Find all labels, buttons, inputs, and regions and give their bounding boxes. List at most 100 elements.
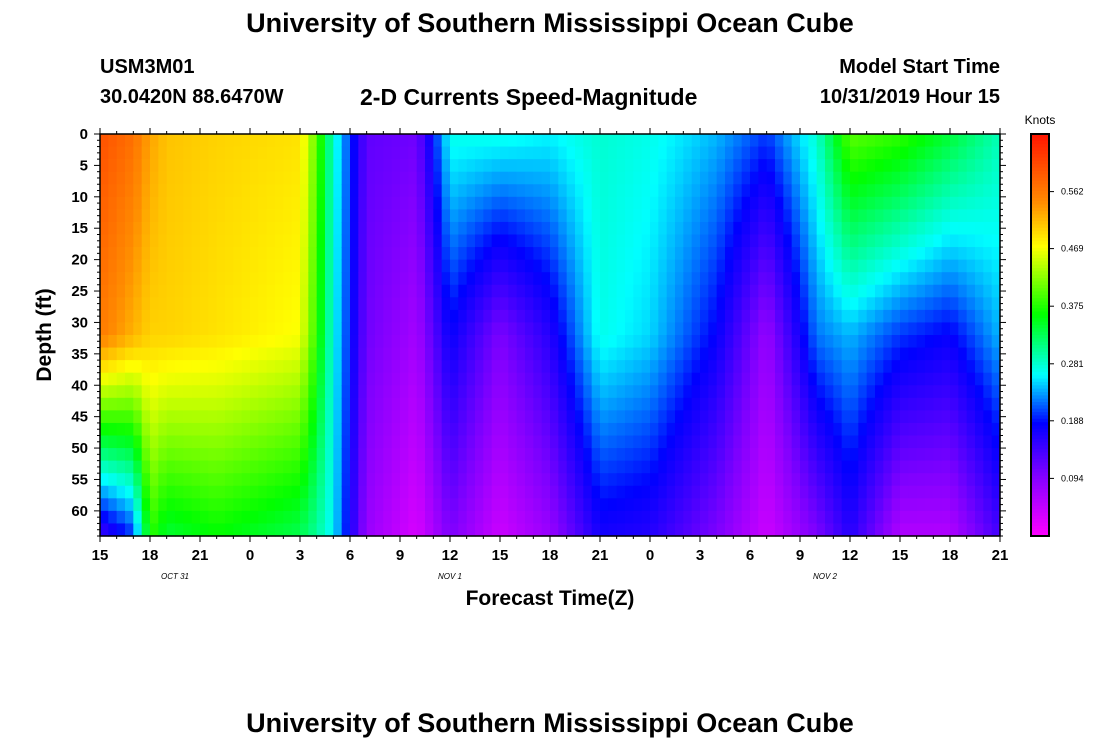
heatmap-cell [366,159,376,173]
heatmap-cell [583,347,593,361]
heatmap-cell [558,146,568,160]
heatmap-cell [158,221,168,236]
heatmap-cell [741,196,751,210]
heatmap-cell [991,435,1001,449]
heatmap-cell [441,372,451,386]
heatmap-cell [983,171,993,185]
heatmap-cell [583,435,593,449]
heatmap-cell [200,184,209,198]
heatmap-cell [258,272,268,286]
heatmap-cell [100,322,109,336]
heatmap-cell [466,510,476,525]
heatmap-cell [333,360,343,374]
heatmap-cell [125,209,134,223]
heatmap-cell [875,184,884,198]
heatmap-cell [808,410,818,424]
heatmap-cell [133,422,143,437]
heatmap-cell [191,209,201,223]
heatmap-cell [600,196,609,210]
heatmap-cell [900,196,909,210]
heatmap-cell [991,221,1001,236]
heatmap-cell [558,159,568,173]
heatmap-cell [416,284,426,298]
heatmap-cell [708,259,718,273]
heatmap-cell [208,272,218,286]
heatmap-cell [658,523,668,537]
heatmap-cell [866,247,876,261]
heatmap-cell [333,134,343,148]
heatmap-cell [600,435,609,449]
heatmap-cell [866,159,876,173]
heatmap-cell [658,146,668,160]
heatmap-cell [916,146,926,160]
heatmap-cell [250,473,259,487]
colorbar-band [1031,217,1049,222]
heatmap-cell [175,498,184,512]
heatmap-cell [966,460,976,474]
heatmap-cell [791,234,801,248]
heatmap-cell [183,297,193,311]
heatmap-cell [316,510,326,525]
heatmap-cell [450,523,459,537]
heatmap-cell [450,209,459,223]
heatmap-cell [766,435,776,449]
heatmap-cell [500,473,509,487]
heatmap-cell [808,221,818,236]
heatmap-cell [491,385,501,399]
heatmap-cell [341,397,351,411]
heatmap-cell [941,309,951,324]
heatmap-cell [658,397,668,411]
heatmap-cell [975,523,984,537]
heatmap-cell [441,159,451,173]
heatmap-cell [333,196,343,210]
heatmap-cell [325,272,334,286]
heatmap-cell [400,510,409,525]
colorbar-band [1031,328,1049,333]
heatmap-cell [333,272,343,286]
heatmap-cell [691,159,701,173]
heatmap-cell [100,234,109,248]
heatmap-cell [216,322,226,336]
heatmap-cell [483,460,493,474]
heatmap-cell [216,460,226,474]
heatmap-cell [575,435,584,449]
heatmap-cell [591,397,601,411]
heatmap-cell [858,234,868,248]
heatmap-cell [950,221,959,236]
heatmap-cell [466,171,476,185]
heatmap-cell [841,322,851,336]
heatmap-cell [541,473,551,487]
heatmap-cell [833,473,843,487]
heatmap-cell [183,460,193,474]
heatmap-cell [175,146,184,160]
heatmap-cell [416,247,426,261]
heatmap-cell [191,309,201,324]
heatmap-cell [433,448,443,462]
heatmap-cell [583,448,593,462]
heatmap-cell [425,347,434,361]
heatmap-cell [241,410,251,424]
heatmap-cell [200,209,209,223]
colorbar-band [1031,150,1049,155]
heatmap-cell [816,422,826,437]
heatmap-cell [441,422,451,437]
colorbar-band [1031,167,1049,172]
heatmap-cell [891,422,901,437]
heatmap-cell [633,422,643,437]
heatmap-cell [475,448,484,462]
heatmap-cell [200,410,209,424]
heatmap-cell [283,498,293,512]
heatmap-cell [641,297,651,311]
heatmap-cell [941,335,951,349]
heatmap-cell [850,460,859,474]
heatmap-cell [641,448,651,462]
heatmap-cell [783,184,793,198]
heatmap-cell [341,498,351,512]
heatmap-cell [900,234,909,248]
heatmap-cell [866,485,876,499]
heatmap-cell [358,159,368,173]
heatmap-cell [641,146,651,160]
heatmap-cell [166,397,176,411]
heatmap-cell [991,134,1001,148]
